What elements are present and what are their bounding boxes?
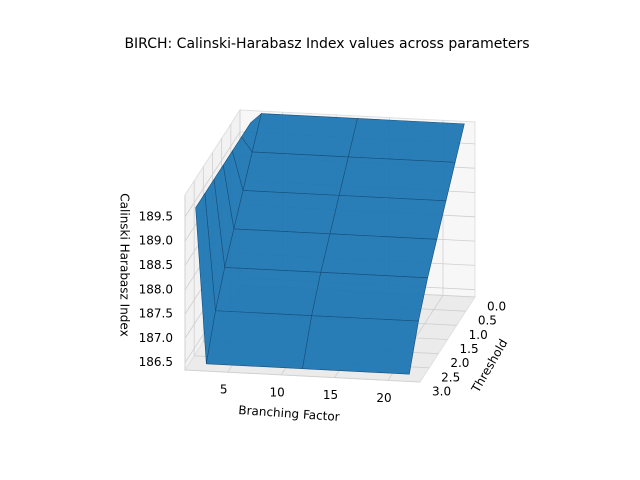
surface-patch [311, 272, 429, 322]
x-tick-label: 10 [269, 385, 284, 399]
z-axis-label: Calinski Harabasz Index [118, 193, 132, 336]
z-tick-label: 188.0 [139, 282, 173, 296]
surface-patch [233, 190, 340, 235]
z-tick-label: 186.5 [139, 355, 173, 369]
y-tick-label: 0.5 [478, 314, 497, 328]
z-tick-label: 189.0 [139, 234, 173, 248]
x-axis-label: Branching Factor [238, 403, 340, 424]
z-tick-label: 187.5 [139, 307, 173, 321]
chart-title: BIRCH: Calinski-Harabasz Index values ac… [124, 36, 529, 52]
surface-patch [302, 315, 419, 375]
y-tick-label: 1.0 [469, 328, 488, 342]
grid-line [184, 369, 421, 383]
surface-patch [206, 310, 313, 370]
surface-patch [320, 233, 438, 279]
z-tick-label: 188.5 [139, 258, 173, 272]
z-tick-label: 187.0 [139, 331, 173, 345]
y-tick-label: 2.0 [450, 356, 469, 370]
x-tick-label: 15 [323, 388, 338, 402]
y-tick-label: 3.0 [432, 385, 451, 399]
surface-patch [329, 195, 447, 240]
grid-line [184, 131, 241, 218]
z-tick-label: 189.5 [139, 209, 173, 223]
surface-patch [347, 118, 465, 163]
y-tick-label: 0.0 [487, 300, 506, 314]
x-tick-label: 5 [220, 383, 228, 397]
surface-patch [242, 151, 349, 196]
surface-patch [251, 113, 358, 158]
x-tick-label: 20 [376, 391, 391, 405]
y-tick-label: 2.5 [441, 370, 460, 384]
surface-patch [215, 267, 322, 316]
surface-patch [224, 228, 331, 273]
surface-patch [338, 156, 456, 202]
y-tick-label: 1.5 [460, 342, 479, 356]
